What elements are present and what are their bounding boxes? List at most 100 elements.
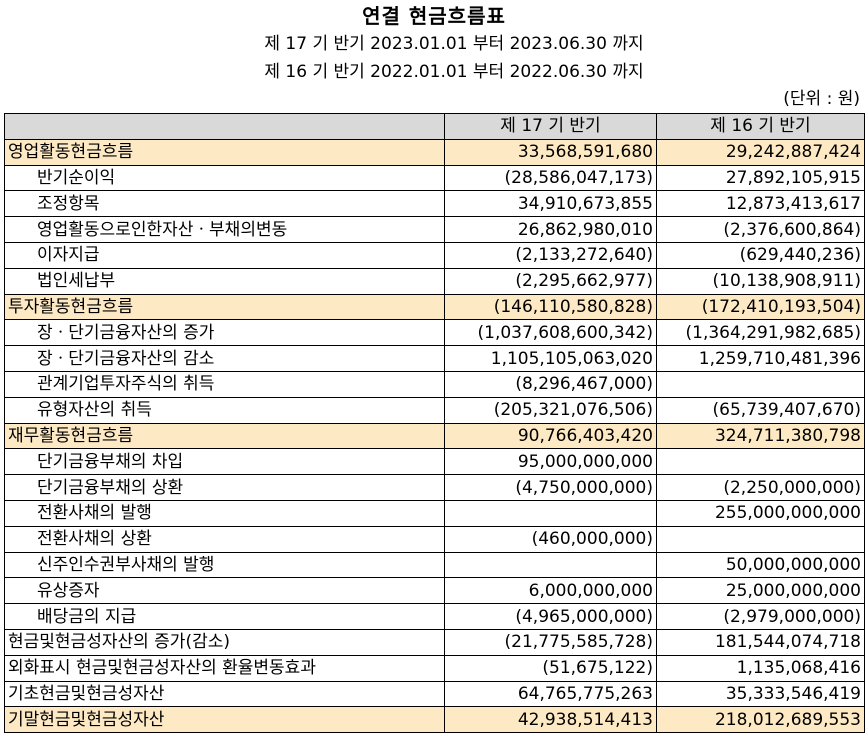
table-row: 배당금의 지급 (4,965,000,000) (2,979,000,000) [4,603,865,630]
current-value: 90,766,403,420 [444,422,657,450]
current-value: (4,750,000,000) [444,474,657,501]
row-label: 단기금융부채의 차입 [4,448,445,476]
current-value: (1,037,608,600,342) [444,319,657,347]
row-label: 관계기업투자주식의 취득 [4,370,445,398]
table-row: 투자활동현금흐름 (146,110,580,828) (172,410,193,… [4,293,865,321]
prior-value: (65,739,407,670) [656,396,865,424]
row-label: 영업활동으로인한자산ㆍ부채의변동 [4,216,445,243]
column-header-label [4,113,445,140]
prior-value: (10,138,908,911) [656,267,865,295]
table-row: 유형자산의 취득 (205,321,076,506) (65,739,407,6… [4,396,865,424]
row-label: 전환사채의 발행 [4,499,445,527]
unit-label: (단위 : 원) [783,89,860,109]
current-value: 33,568,591,680 [444,138,657,166]
current-value: 6,000,000,000 [444,577,657,605]
row-label: 장ㆍ단기금융자산의 감소 [4,345,445,372]
table-row: 반기순이익 (28,586,047,173) 27,892,105,915 [4,164,865,192]
row-label: 법인세납부 [4,267,445,295]
row-label: 현금및현금성자산의 증가(감소) [4,628,445,656]
table-row: 전환사채의 발행 255,000,000,000 [4,499,865,527]
prior-value [656,525,865,553]
table-row: 기말현금및현금성자산 42,938,514,413 218,012,689,55… [4,706,865,734]
row-label: 배당금의 지급 [4,603,445,630]
current-value: 1,105,105,063,020 [444,345,657,372]
current-value: (28,586,047,173) [444,164,657,192]
row-label: 유형자산의 취득 [4,396,445,424]
row-label: 영업활동현금흐름 [4,138,445,166]
prior-value: (2,376,600,864) [656,216,865,243]
row-label: 투자활동현금흐름 [4,293,445,321]
current-value [444,551,657,579]
prior-value: 27,892,105,915 [656,164,865,192]
table-row: 법인세납부 (2,295,662,977) (10,138,908,911) [4,267,865,295]
current-value: (2,133,272,640) [444,241,657,269]
current-value [444,499,657,527]
row-label: 유상증자 [4,577,445,605]
prior-value: 1,135,068,416 [656,654,865,682]
table-row: 영업활동현금흐름 33,568,591,680 29,242,887,424 [4,138,865,166]
table-row: 재무활동현금흐름 90,766,403,420 324,711,380,798 [4,422,865,450]
table-row: 단기금융부채의 상환 (4,750,000,000) (2,250,000,00… [4,474,865,501]
current-value: (2,295,662,977) [444,267,657,295]
current-value: (8,296,467,000) [444,370,657,398]
cash-flow-table: 제 17 기 반기 제 16 기 반기 영업활동현금흐름 33,568,591,… [4,113,865,734]
period-current: 제 17 기 반기 2023.01.01 부터 2023.06.30 까지 [264,34,644,54]
prior-value: 25,000,000,000 [656,577,865,605]
row-label: 기초현금및현금성자산 [4,680,445,708]
prior-value: (1,364,291,982,685) [656,319,865,347]
prior-value: 29,242,887,424 [656,138,865,166]
current-value: 64,765,775,263 [444,680,657,708]
table-row: 현금및현금성자산의 증가(감소) (21,775,585,728) 181,54… [4,628,865,656]
row-label: 신주인수권부사채의 발행 [4,551,445,579]
prior-value: 1,259,710,481,396 [656,345,865,372]
prior-value [656,448,865,476]
current-value: (51,675,122) [444,654,657,682]
row-label: 단기금융부채의 상환 [4,474,445,501]
prior-value: (2,250,000,000) [656,474,865,501]
table-row: 장ㆍ단기금융자산의 증가 (1,037,608,600,342) (1,364,… [4,319,865,347]
row-label: 장ㆍ단기금융자산의 증가 [4,319,445,347]
table-header-row: 제 17 기 반기 제 16 기 반기 [4,113,865,140]
current-value: 42,938,514,413 [444,706,657,734]
current-value: (205,321,076,506) [444,396,657,424]
prior-value: (172,410,193,504) [656,293,865,321]
current-value: 26,862,980,010 [444,216,657,243]
table-row: 단기금융부채의 차입 95,000,000,000 [4,448,865,476]
prior-value: 50,000,000,000 [656,551,865,579]
current-value: 34,910,673,855 [444,190,657,218]
current-value: (4,965,000,000) [444,603,657,630]
row-label: 재무활동현금흐름 [4,422,445,450]
table-row: 영업활동으로인한자산ㆍ부채의변동 26,862,980,010 (2,376,6… [4,216,865,243]
column-header-current: 제 17 기 반기 [444,113,657,140]
table-row: 유상증자 6,000,000,000 25,000,000,000 [4,577,865,605]
table-row: 장ㆍ단기금융자산의 감소 1,105,105,063,020 1,259,710… [4,345,865,372]
table-row: 조정항목 34,910,673,855 12,873,413,617 [4,190,865,218]
table-row: 관계기업투자주식의 취득 (8,296,467,000) [4,370,865,398]
current-value: 95,000,000,000 [444,448,657,476]
period-prior: 제 16 기 반기 2022.01.01 부터 2022.06.30 까지 [264,62,644,82]
prior-value: 12,873,413,617 [656,190,865,218]
current-value: (460,000,000) [444,525,657,553]
prior-value: 255,000,000,000 [656,499,865,527]
row-label: 조정항목 [4,190,445,218]
table-row: 이자지급 (2,133,272,640) (629,440,236) [4,241,865,269]
table-row: 기초현금및현금성자산 64,765,775,263 35,333,546,419 [4,680,865,708]
row-label: 외화표시 현금및현금성자산의 환율변동효과 [4,654,445,682]
prior-value: 218,012,689,553 [656,706,865,734]
row-label: 전환사채의 상환 [4,525,445,553]
row-label: 반기순이익 [4,164,445,192]
prior-value: (2,979,000,000) [656,603,865,630]
table-row: 신주인수권부사채의 발행 50,000,000,000 [4,551,865,579]
table-row: 외화표시 현금및현금성자산의 환율변동효과 (51,675,122) 1,135… [4,654,865,682]
column-header-prior: 제 16 기 반기 [656,113,865,140]
prior-value: 324,711,380,798 [656,422,865,450]
current-value: (21,775,585,728) [444,628,657,656]
prior-value: (629,440,236) [656,241,865,269]
current-value: (146,110,580,828) [444,293,657,321]
prior-value [656,370,865,398]
prior-value: 181,544,074,718 [656,628,865,656]
row-label: 이자지급 [4,241,445,269]
prior-value: 35,333,546,419 [656,680,865,708]
statement-title: 연결 현금흐름표 [362,4,506,28]
table-row: 전환사채의 상환 (460,000,000) [4,525,865,553]
